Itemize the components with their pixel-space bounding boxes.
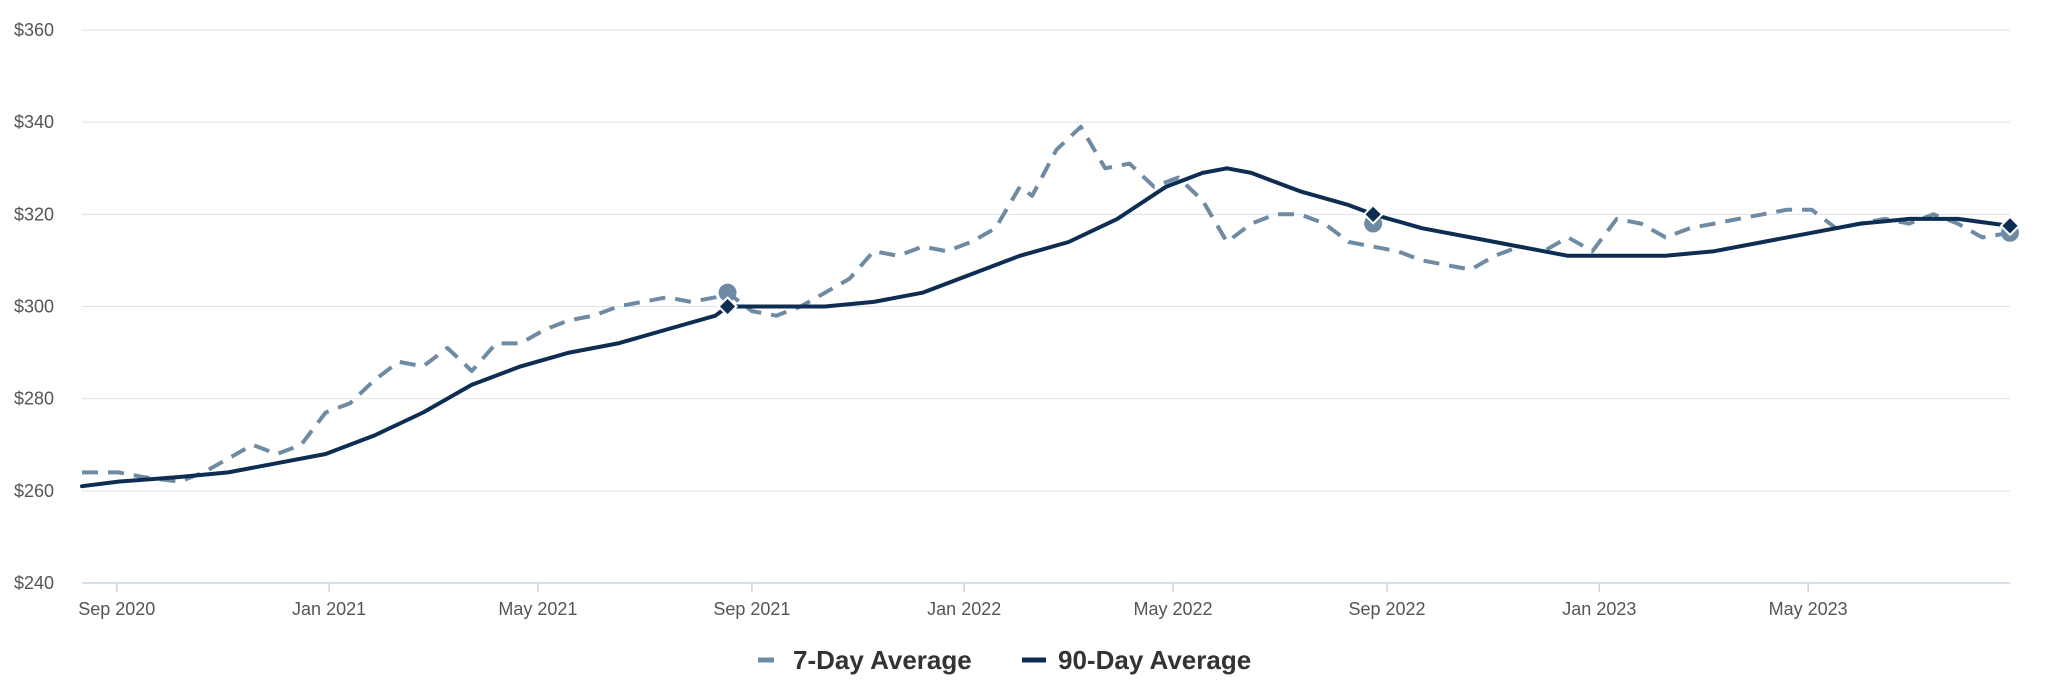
y-tick-label: $340 [14, 112, 54, 132]
x-tick-label: May 2022 [1133, 599, 1212, 619]
y-tick-label: $240 [14, 573, 54, 593]
series-line-7-day[interactable] [82, 124, 2011, 484]
x-tick-label: Sep 2020 [78, 599, 155, 619]
y-tick-label: $280 [14, 389, 54, 409]
x-tick-label: Jan 2022 [927, 599, 1001, 619]
legend-label-90-day: 90-Day Average [1058, 645, 1251, 675]
series-line-90-day[interactable] [80, 166, 2012, 489]
x-tick-label: Sep 2022 [1349, 599, 1426, 619]
x-axis: Sep 2020 Jan 2021 May 2021 Sep 2021 Jan 2022… [78, 582, 2010, 619]
x-tick-label: May 2023 [1769, 599, 1848, 619]
y-tick-label: $260 [14, 481, 54, 501]
legend-item-7-day[interactable]: 7-Day Average [758, 645, 972, 675]
legend-item-90-day[interactable]: 90-Day Average [1022, 645, 1251, 675]
legend-label-7-day: 7-Day Average [793, 645, 972, 675]
x-tick-label: Jan 2023 [1562, 599, 1636, 619]
plot-area [80, 124, 2021, 489]
x-tick-label: May 2021 [498, 599, 577, 619]
marker-90-day[interactable] [1999, 215, 2021, 237]
marker-7-day[interactable] [718, 283, 737, 302]
legend: 7-Day Average 90-Day Average [758, 645, 1251, 675]
y-tick-label: $360 [14, 20, 54, 40]
grid-lines [82, 29, 2010, 492]
y-tick-label: $320 [14, 204, 54, 224]
x-tick-label: Sep 2021 [713, 599, 790, 619]
y-axis: $240 $260 $280 $300 $320 $340 $360 [14, 20, 54, 593]
marker-90-day[interactable] [717, 296, 738, 317]
x-tick-label: Jan 2021 [292, 599, 366, 619]
y-tick-label: $300 [14, 297, 54, 317]
marker-90-day[interactable] [1362, 203, 1384, 225]
